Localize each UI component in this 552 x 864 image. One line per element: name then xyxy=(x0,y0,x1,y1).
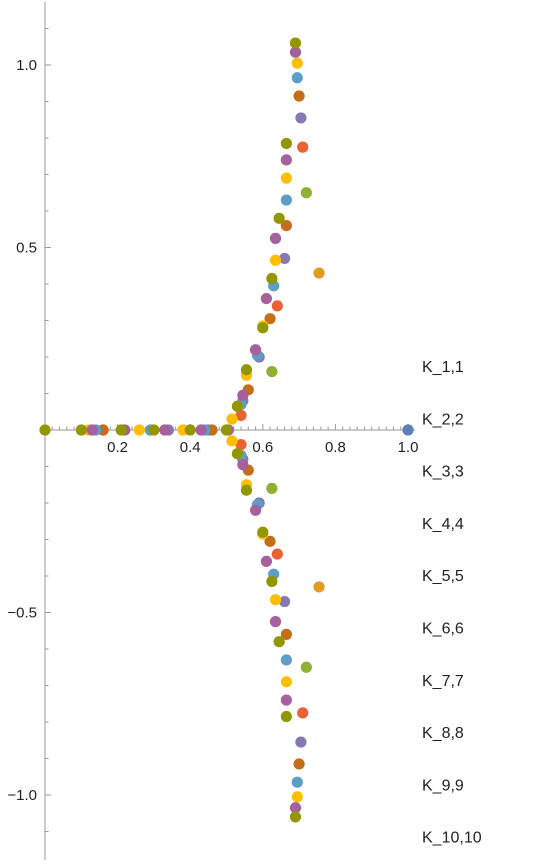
data-point xyxy=(264,535,276,547)
data-point xyxy=(249,504,262,516)
data-point xyxy=(300,661,312,673)
data-point xyxy=(266,575,278,588)
y-tick-label: −0.5 xyxy=(7,605,37,622)
data-point xyxy=(249,344,262,356)
legend-entry: K_5,5 xyxy=(422,568,464,585)
data-point xyxy=(280,694,292,706)
data-point xyxy=(39,424,51,436)
data-point xyxy=(280,628,292,641)
y-tick-label: −1.0 xyxy=(7,787,37,804)
data-point xyxy=(220,424,233,436)
x-tick-label: 0.2 xyxy=(107,439,128,456)
data-point xyxy=(273,212,285,224)
data-point xyxy=(295,736,307,748)
series-7 xyxy=(90,72,303,788)
legend-entry: K_2,2 xyxy=(422,411,464,428)
y-tick-label: 1.0 xyxy=(16,57,37,74)
data-point xyxy=(269,232,282,244)
data-point xyxy=(280,194,292,206)
data-point xyxy=(237,389,249,401)
data-point xyxy=(293,758,305,770)
data-point xyxy=(269,594,282,606)
data-point xyxy=(280,710,292,723)
data-point xyxy=(271,548,283,560)
data-point xyxy=(289,46,302,58)
legend-entry: K_6,6 xyxy=(422,621,464,638)
data-point xyxy=(291,776,303,788)
data-point xyxy=(313,267,325,279)
x-tick-label: 0.8 xyxy=(325,439,346,456)
data-point xyxy=(289,802,302,814)
data-point xyxy=(293,90,305,102)
series-3 xyxy=(266,187,312,673)
data-point xyxy=(280,676,292,688)
data-point xyxy=(278,595,291,608)
x-tick-label: 0.6 xyxy=(252,439,273,456)
data-point xyxy=(237,459,249,471)
data-point xyxy=(226,413,238,425)
legend: K_1,1 K_2,2 K_3,3 K_4,4 K_5,5 K_6,6 K_7,7 K_8,8… xyxy=(422,359,482,847)
legend-entry: K_1,1 xyxy=(422,359,464,376)
data-point xyxy=(291,72,303,84)
data-point xyxy=(300,187,312,199)
data-point xyxy=(266,482,278,494)
series-10 xyxy=(39,37,302,823)
data-points xyxy=(39,37,414,823)
legend-entry: K_8,8 xyxy=(422,725,464,742)
data-point xyxy=(289,811,302,823)
legend-entry: K_3,3 xyxy=(422,464,464,481)
y-tick-label: 0.5 xyxy=(16,240,37,257)
legend-entry: K_10,10 xyxy=(422,830,482,847)
data-point xyxy=(280,654,292,666)
data-point xyxy=(260,555,273,568)
data-point xyxy=(235,409,247,421)
data-point xyxy=(75,424,87,436)
x-tick-label: 0.4 xyxy=(180,439,201,456)
data-point xyxy=(115,424,127,436)
data-point xyxy=(133,424,145,436)
data-point xyxy=(289,37,302,49)
x-tick-label: 1.0 xyxy=(398,439,419,456)
data-point xyxy=(280,172,292,184)
data-point xyxy=(148,424,160,436)
data-point xyxy=(280,137,292,150)
data-point xyxy=(278,252,291,265)
data-point xyxy=(271,300,283,312)
data-point xyxy=(266,272,278,285)
data-point xyxy=(295,112,307,124)
data-point xyxy=(231,400,243,412)
data-point xyxy=(402,424,414,436)
data-point xyxy=(257,322,269,334)
series-2 xyxy=(313,267,325,593)
series-1 xyxy=(402,424,414,436)
data-point xyxy=(266,366,278,378)
data-point xyxy=(313,581,325,593)
data-point xyxy=(264,313,276,325)
data-point xyxy=(297,141,309,153)
data-point xyxy=(269,254,282,266)
data-point xyxy=(195,424,207,436)
data-point xyxy=(226,435,238,447)
data-point xyxy=(297,707,309,719)
data-point xyxy=(291,791,303,803)
data-point xyxy=(184,424,196,436)
legend-entry: K_9,9 xyxy=(422,777,464,794)
legend-entry: K_7,7 xyxy=(422,673,464,690)
data-point xyxy=(291,57,303,69)
data-point xyxy=(280,154,292,166)
data-point xyxy=(231,448,243,460)
data-point xyxy=(235,439,247,451)
legend-entry: K_4,4 xyxy=(422,516,464,533)
data-point xyxy=(159,424,171,436)
data-point xyxy=(273,636,285,648)
data-point xyxy=(257,526,269,538)
data-point xyxy=(240,364,253,376)
data-point xyxy=(260,293,273,305)
data-point xyxy=(86,424,98,436)
data-point xyxy=(280,220,292,232)
data-point xyxy=(240,484,253,496)
data-point xyxy=(269,616,282,628)
